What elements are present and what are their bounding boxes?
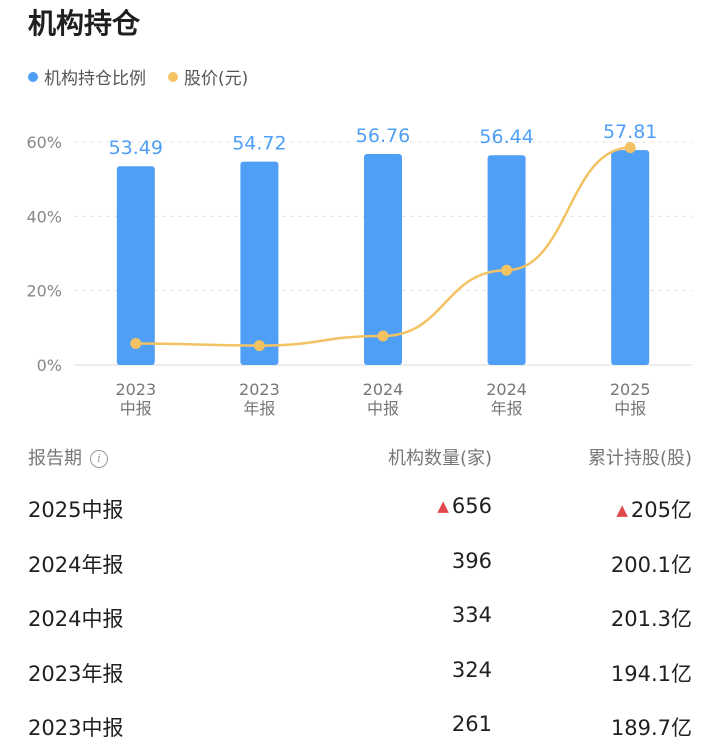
row-period: 2024中报 <box>28 607 124 631</box>
header-period-label: 报告期 <box>28 448 82 469</box>
bar-data-label: 56.44 <box>479 126 533 148</box>
row-shares: 201.3亿 <box>610 607 692 631</box>
row-count: 334 <box>451 603 492 627</box>
row-count: 261 <box>451 712 492 736</box>
row-period: 2023中报 <box>28 716 124 740</box>
legend-item-price: 股价(元) <box>168 64 248 89</box>
row-shares: 189.7亿 <box>610 716 692 740</box>
price-point <box>253 340 265 352</box>
chart-legend: 机构持仓比例 股价(元) <box>28 64 270 89</box>
table-row: 2023中报 261 189.7亿 <box>28 712 692 742</box>
x-tick-label-period: 年报 <box>243 399 275 418</box>
price-point <box>130 337 142 349</box>
x-tick-label-period: 中报 <box>120 399 152 418</box>
header-shares: 累计持股(股) <box>587 448 692 469</box>
x-tick-label-period: 中报 <box>367 399 399 418</box>
price-point <box>501 264 513 276</box>
bar <box>116 166 155 365</box>
x-tick-label-year: 2024 <box>363 380 404 399</box>
bar <box>611 150 650 365</box>
table-header: 报告期 i 机构数量(家) 累计持股(股) <box>28 444 692 470</box>
x-tick-label-year: 2024 <box>486 380 527 399</box>
header-count: 机构数量(家) <box>387 448 492 469</box>
legend-dot-price <box>168 71 178 82</box>
y-tick-label: 40% <box>26 207 62 226</box>
legend-label-price: 股价(元) <box>184 69 249 89</box>
bar <box>487 155 526 365</box>
table-row: 2024年报 396 200.1亿 <box>28 549 692 579</box>
up-arrow-icon: ▲ <box>437 497 449 515</box>
row-count: 396 <box>451 548 492 573</box>
info-icon[interactable]: i <box>90 450 108 468</box>
bar-data-label: 57.81 <box>603 121 657 143</box>
bar-data-label: 56.76 <box>356 125 410 147</box>
price-point <box>377 330 389 342</box>
bar-data-label: 54.72 <box>232 133 286 155</box>
y-tick-label: 20% <box>26 282 62 301</box>
legend-dot-holding <box>28 71 38 82</box>
row-shares: 200.1亿 <box>610 552 692 577</box>
row-count: 324 <box>451 657 492 682</box>
x-tick-label-period: 年报 <box>491 399 523 418</box>
table-row: 2023年报 324 194.1亿 <box>28 658 692 688</box>
row-period: 2023年报 <box>28 661 124 686</box>
x-tick-label-year: 2023 <box>239 380 280 399</box>
table-row: 2024中报 334 201.3亿 <box>28 603 692 633</box>
price-line <box>135 146 631 347</box>
table-row: 2025中报 ▲ 656 ▲ 205亿 <box>28 494 692 524</box>
row-count: ▲ 656 <box>437 494 492 518</box>
header-period: 报告期 i <box>28 444 108 470</box>
x-tick-label-year: 2023 <box>115 380 156 399</box>
x-tick-label-period: 中报 <box>614 399 646 418</box>
legend-item-holding: 机构持仓比例 <box>28 64 146 89</box>
bar-data-label: 53.49 <box>109 137 163 159</box>
y-tick-label: 0% <box>37 356 62 375</box>
row-period: 2024年报 <box>28 552 124 577</box>
bar <box>240 161 279 365</box>
up-arrow-icon: ▲ <box>616 501 628 519</box>
row-period: 2025中报 <box>28 498 124 522</box>
row-shares: 194.1亿 <box>610 661 692 686</box>
page-title: 机构持仓 <box>28 7 141 40</box>
holding-chart: 0%20%40%60% 53.492023中报54.722023年报56.7620… <box>26 121 692 418</box>
price-point <box>624 142 636 154</box>
row-shares: ▲ 205亿 <box>616 498 692 522</box>
legend-label-holding: 机构持仓比例 <box>44 69 146 89</box>
y-tick-label: 60% <box>26 133 62 152</box>
x-tick-label-year: 2025 <box>610 380 651 399</box>
bar <box>364 154 402 365</box>
